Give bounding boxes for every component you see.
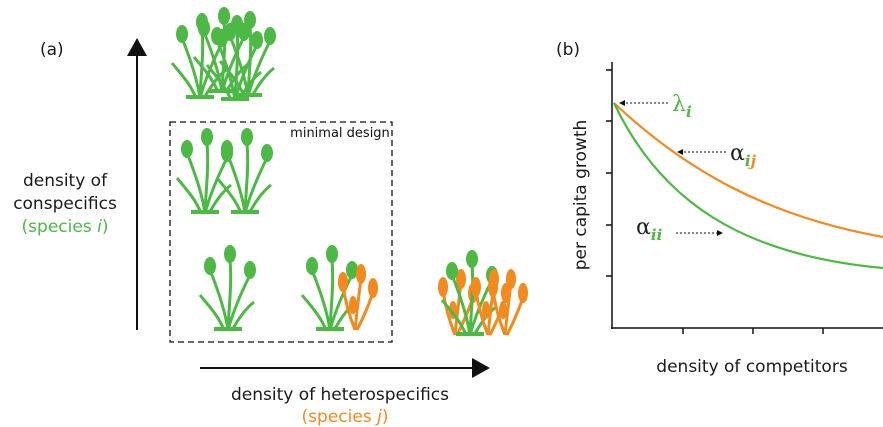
plants bbox=[172, 7, 528, 336]
text: (species bbox=[302, 407, 378, 427]
species-label: (species i) bbox=[22, 217, 109, 237]
lambda-label: λi bbox=[672, 92, 692, 121]
text: (species bbox=[22, 217, 98, 237]
symbol: α bbox=[730, 141, 745, 166]
alpha-ii-label: αii bbox=[636, 215, 663, 244]
symbol: α bbox=[636, 215, 651, 240]
figure: (a) minimal design density of conspecifi… bbox=[0, 0, 883, 427]
y-label: density of bbox=[23, 171, 108, 191]
y-label: conspecifics bbox=[13, 194, 117, 214]
panel-label: (b) bbox=[556, 40, 580, 60]
y-label: per capita growth bbox=[571, 120, 591, 271]
box-label: minimal design bbox=[290, 126, 390, 141]
panel-label: (a) bbox=[40, 40, 64, 60]
curve-ij bbox=[614, 103, 883, 237]
alpha-ij-label: αij bbox=[730, 141, 757, 170]
text: ) bbox=[382, 407, 389, 427]
symbol: λ bbox=[672, 92, 686, 117]
subscript: i bbox=[657, 226, 663, 244]
species-label: (species j) bbox=[302, 407, 389, 427]
x-label: density of competitors bbox=[656, 357, 848, 377]
subscript: i bbox=[686, 103, 692, 121]
x-label: density of heterospecifics bbox=[231, 385, 449, 405]
text: ) bbox=[102, 217, 109, 237]
